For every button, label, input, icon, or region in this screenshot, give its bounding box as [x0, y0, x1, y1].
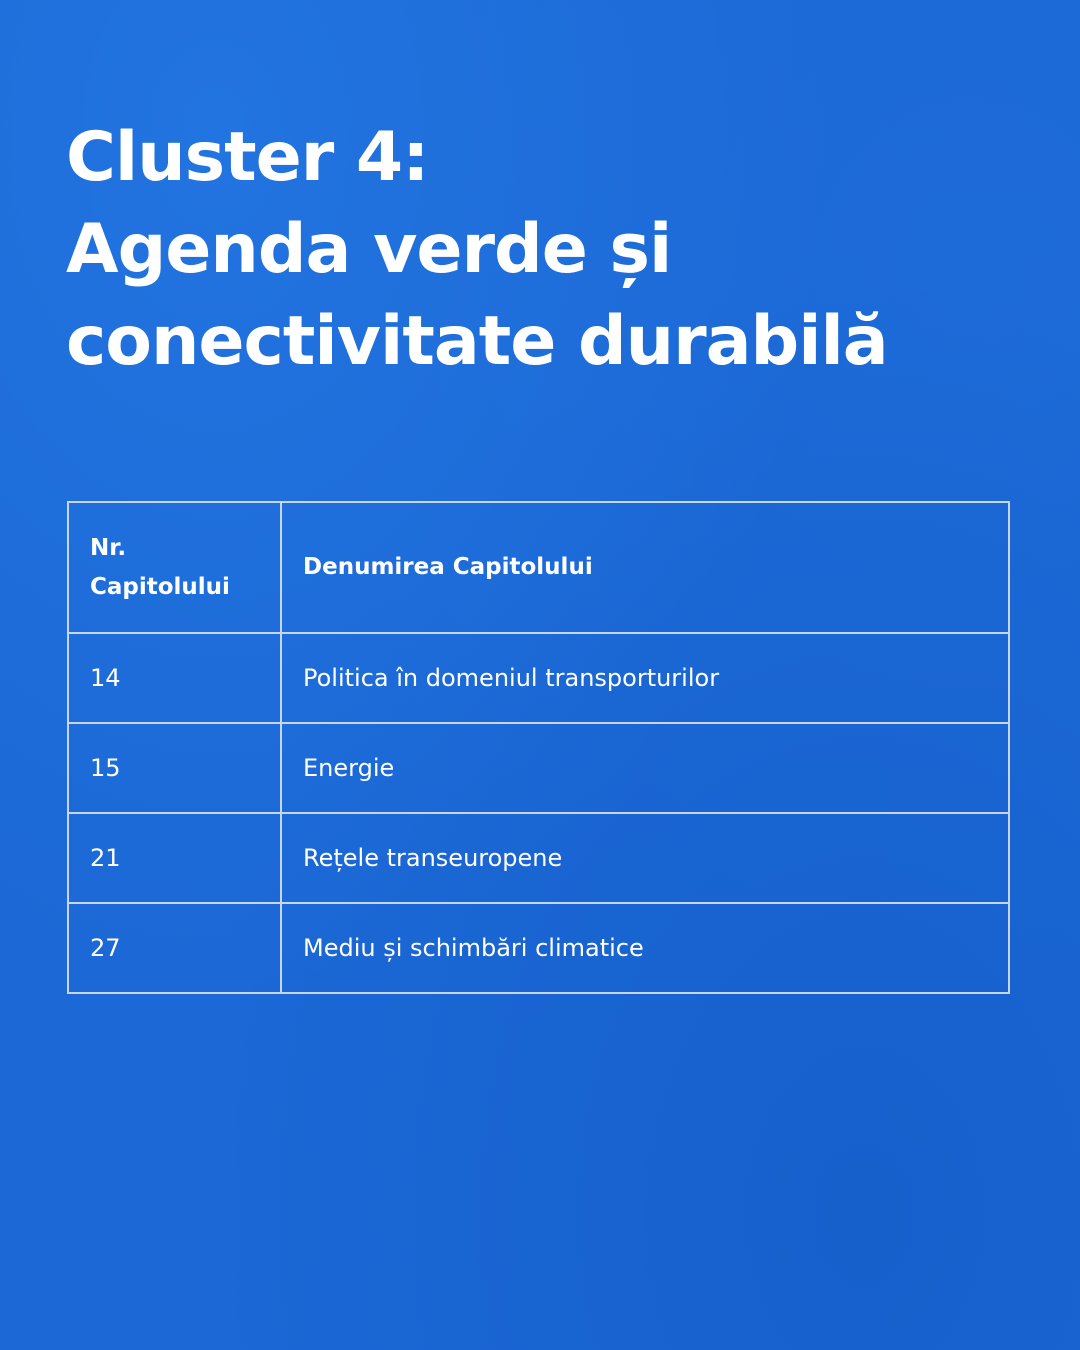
chapter-name: Energie: [280, 722, 1010, 814]
chapter-number: 15: [67, 722, 282, 814]
header-nr-line1: Nr.: [90, 534, 127, 561]
table-row: 21 Rețele transeuropene: [67, 812, 1010, 904]
title-line-1: Cluster 4:: [66, 118, 429, 197]
table-row: 27 Mediu și schimbări climatice: [67, 902, 1010, 994]
chapter-number: 14: [67, 632, 282, 724]
chapter-name: Politica în domeniul transporturilor: [280, 632, 1010, 724]
header-nr-line2: Capitolului: [90, 573, 230, 600]
chapter-name: Mediu și schimbări climatice: [280, 902, 1010, 994]
table-header-row: Nr. Capitolului Denumirea Capitolului: [67, 501, 1010, 634]
title-line-3: conectivitate durabilă: [66, 302, 889, 381]
chapter-name: Rețele transeuropene: [280, 812, 1010, 904]
table-row: 14 Politica în domeniul transporturilor: [67, 632, 1010, 724]
chapters-table: Nr. Capitolului Denumirea Capitolului 14 …: [67, 501, 1010, 994]
chapter-number: 27: [67, 902, 282, 994]
chapter-number: 21: [67, 812, 282, 904]
header-chapter-name: Denumirea Capitolului: [280, 501, 1010, 634]
page-title: Cluster 4: Agenda verde și conectivitate…: [66, 112, 889, 388]
table-row: 15 Energie: [67, 722, 1010, 814]
header-chapter-number: Nr. Capitolului: [67, 501, 282, 634]
title-line-2: Agenda verde și: [66, 210, 672, 289]
